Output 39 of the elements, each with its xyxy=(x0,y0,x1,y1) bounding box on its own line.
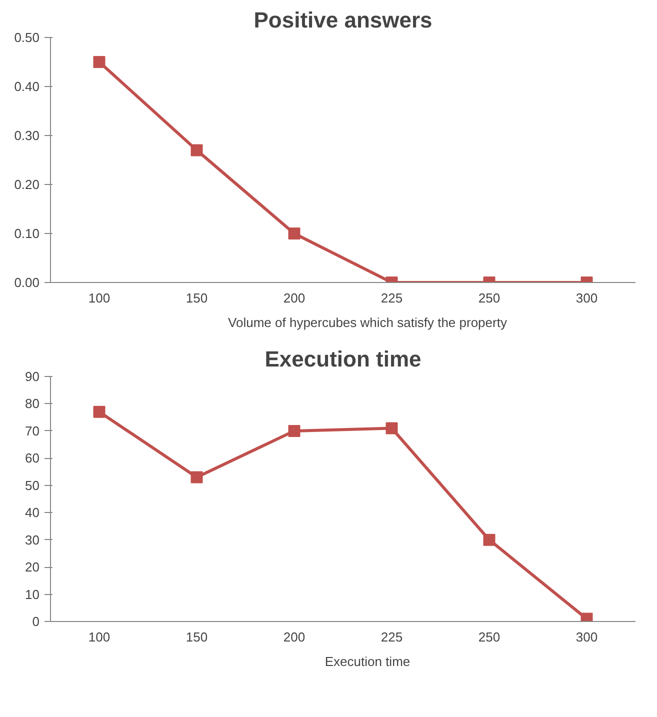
x-tick-label: 100 xyxy=(88,630,110,644)
x-tick-label: 200 xyxy=(283,630,306,644)
x-tick-label: 150 xyxy=(186,630,208,644)
chart-title: Positive answers xyxy=(254,8,432,32)
x-tick-label: 250 xyxy=(478,290,500,306)
y-tick-label: 90 xyxy=(25,369,40,384)
y-tick-label: 40 xyxy=(25,505,40,520)
y-tick-label: 0 xyxy=(32,614,40,629)
y-tick-label: 0.40 xyxy=(14,79,40,94)
y-tick-label: 70 xyxy=(25,423,40,438)
x-tick-label: 300 xyxy=(576,630,598,644)
y-tick-label: 0.10 xyxy=(14,226,40,241)
text: Execution time xyxy=(324,654,410,668)
y-tick-label: 80 xyxy=(25,396,40,412)
x-tick-label: 250 xyxy=(478,630,500,644)
x-tick-label: 150 xyxy=(186,290,208,306)
y-tick-label: 0.30 xyxy=(14,128,40,143)
x-tick-label: 225 xyxy=(380,630,403,644)
point xyxy=(93,406,106,418)
y-tick-label: 0.50 xyxy=(14,30,40,45)
point xyxy=(483,534,496,546)
y-tick-label: 50 xyxy=(25,478,40,493)
y-tick-label: 60 xyxy=(25,450,40,466)
point xyxy=(288,424,300,437)
point xyxy=(190,144,203,156)
y-tick-label: 20 xyxy=(25,560,40,575)
x-tick-label: 300 xyxy=(576,290,598,306)
point xyxy=(93,56,106,68)
x-tick-label: 100 xyxy=(88,290,110,306)
point xyxy=(386,422,398,434)
y-tick-label: 30 xyxy=(25,532,40,548)
x-tick-label: 200 xyxy=(283,290,306,306)
y-tick-label: 10 xyxy=(25,586,40,602)
chart-title: Execution time xyxy=(264,346,422,372)
x-tick-label: 225 xyxy=(380,290,403,306)
point xyxy=(190,471,203,484)
text: Volume of hypercubes which satisfy the property xyxy=(228,314,507,330)
y-tick-label: 0.20 xyxy=(14,177,40,192)
y-tick-label: 0.00 xyxy=(14,275,40,290)
